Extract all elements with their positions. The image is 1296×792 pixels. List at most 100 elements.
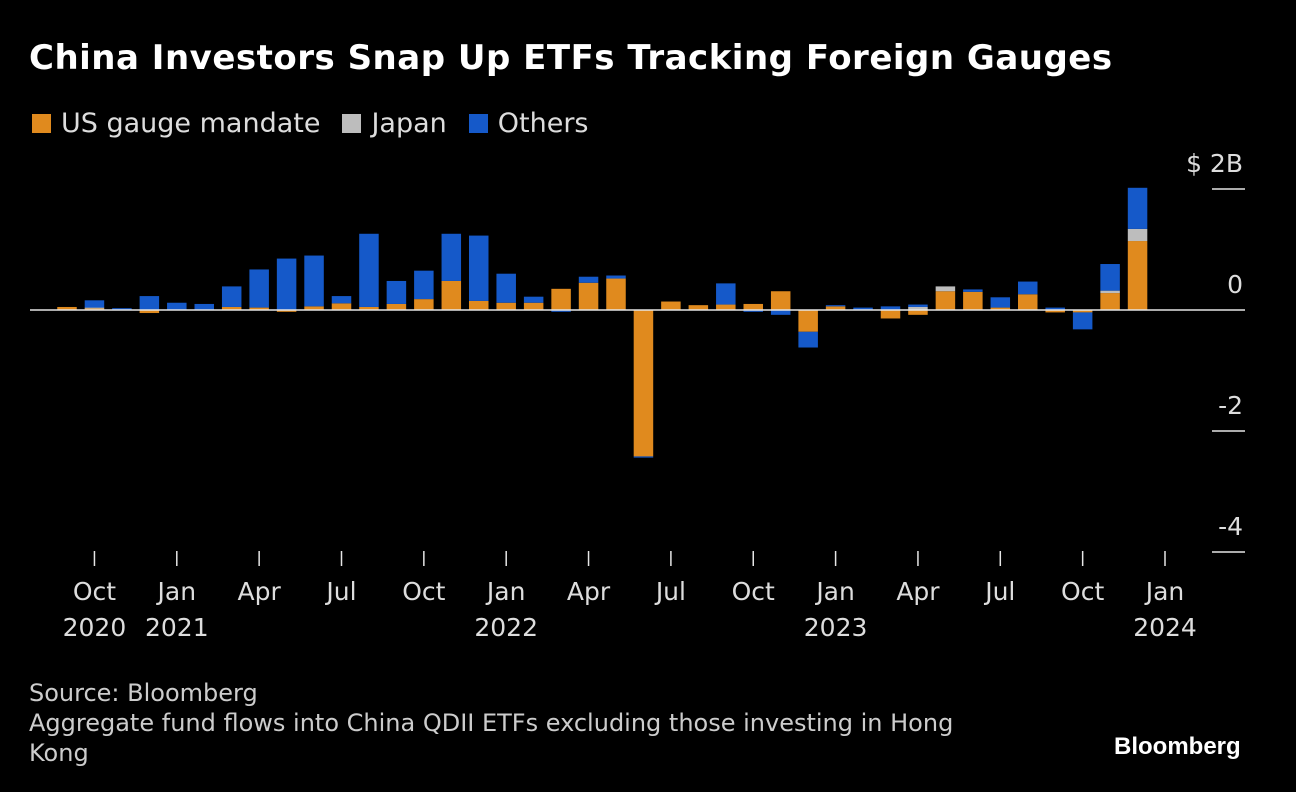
bar-others-12 [386,280,407,304]
x-tick-label-10: Jul [324,577,356,606]
bar-us-gauge-mandate-13 [414,299,434,310]
bar-others-10 [331,296,352,304]
x-tick-year-16: 2022 [474,613,538,642]
bar-others-11 [359,233,379,307]
bar-us-gauge-mandate-23 [688,305,709,310]
legend-swatch-us [32,114,51,133]
x-tick-year-4: 2021 [145,613,209,642]
bar-us-gauge-mandate-12 [386,303,407,310]
footnote-line-1: Aggregate fund flows into China QDII ETF… [29,709,954,737]
bar-us-gauge-mandate-37 [1072,310,1093,313]
x-tick-label-34: Jul [983,577,1015,606]
bar-others-18 [551,310,571,312]
bar-us-gauge-mandate-33 [963,291,983,310]
x-tick-label-4: Jan [156,577,197,606]
bar-us-gauge-mandate-16 [496,302,516,310]
y-tick-label-0: 0 [1227,270,1243,299]
bar-us-gauge-mandate-27 [798,310,818,332]
bar-others-30 [880,306,901,310]
bar-others-2 [112,308,132,310]
bar-others-37 [1072,312,1093,330]
bar-others-28 [825,305,846,307]
x-tick-label-22: Jul [654,577,686,606]
bar-us-gauge-mandate-9 [304,306,324,310]
bar-others-19 [578,276,599,283]
legend-item-others: Others [468,108,589,139]
bar-others-29 [853,307,873,310]
x-tick-label-37: Oct [1061,577,1104,606]
bar-others-1 [84,300,105,308]
bar-us-gauge-mandate-11 [359,306,379,310]
bar-others-31 [908,304,928,307]
legend-swatch-japan [342,114,362,133]
bar-us-gauge-mandate-25 [743,303,763,310]
x-tick-label-31: Apr [896,577,940,606]
bar-us-gauge-mandate-1 [84,308,105,310]
bar-others-17 [523,296,544,303]
bar-us-gauge-mandate-17 [523,302,544,310]
x-tick-year-40: 2024 [1133,613,1197,642]
bar-us-gauge-mandate-26 [770,291,791,310]
bar-others-5 [194,303,214,310]
bar-us-gauge-mandate-32 [935,291,956,310]
bar-us-gauge-mandate-38 [1100,293,1120,310]
bar-others-13 [414,270,434,300]
bar-others-26 [770,310,791,315]
bar-others-38 [1100,264,1120,291]
x-tick-label-7: Apr [238,577,282,606]
bar-others-15 [469,235,489,301]
chart-title: China Investors Snap Up ETFs Tracking Fo… [29,38,1113,78]
legend-label-others: Others [497,108,589,139]
bar-us-gauge-mandate-21 [633,310,654,457]
y-tick-label--4: -4 [1218,512,1243,541]
bar-us-gauge-mandate-35 [1018,294,1038,310]
source-note: Source: Bloomberg [29,679,258,707]
bar-others-39 [1127,187,1148,229]
bar-us-gauge-mandate-18 [551,288,571,310]
bar-others-7 [249,269,269,308]
bar-others-21 [633,456,654,458]
legend: US gauge mandate Japan Others [32,108,611,139]
x-tick-label-1: Oct [73,577,116,606]
bar-us-gauge-mandate-10 [331,303,352,310]
bar-japan-31 [908,306,928,310]
legend-label-japan: Japan [371,108,447,139]
legend-label-us: US gauge mandate [61,108,321,139]
bar-others-25 [743,310,763,312]
bar-us-gauge-mandate-14 [441,280,462,310]
bar-others-27 [798,331,818,348]
bar-others-4 [167,302,187,310]
bar-us-gauge-mandate-36 [1045,310,1065,313]
bar-us-gauge-mandate-30 [880,310,901,319]
bar-us-gauge-mandate-3 [139,310,160,314]
bar-us-gauge-mandate-20 [606,278,626,310]
x-tick-label-40: Jan [1144,577,1185,606]
bar-us-gauge-mandate-8 [276,310,297,312]
footnote-line-2: Kong [29,739,89,767]
bar-others-16 [496,273,516,303]
bar-others-20 [606,275,626,279]
bloomberg-logo: Bloomberg [1114,733,1241,760]
bar-japan-39 [1127,228,1148,242]
y-tick-label--2: -2 [1218,391,1243,420]
bar-others-14 [441,233,462,281]
legend-item-japan: Japan [342,108,447,139]
bar-others-34 [990,297,1011,308]
y-tick-label-2: $ 2B [1186,149,1243,178]
bar-japan-32 [935,286,956,292]
bar-others-9 [304,255,324,307]
bar-japan-1 [84,307,105,309]
x-tick-year-1: 2020 [63,613,127,642]
bar-others-36 [1045,307,1065,310]
x-tick-label-16: Jan [485,577,526,606]
x-tick-label-19: Apr [567,577,611,606]
x-tick-year-28: 2023 [804,613,868,642]
bar-us-gauge-mandate-31 [908,310,928,315]
bar-us-gauge-mandate-15 [469,300,489,310]
x-tick-label-13: Oct [402,577,445,606]
bar-us-gauge-mandate-34 [990,307,1011,310]
legend-item-us: US gauge mandate [32,108,320,139]
bar-us-gauge-mandate-28 [825,306,846,310]
bar-us-gauge-mandate-39 [1127,241,1148,310]
